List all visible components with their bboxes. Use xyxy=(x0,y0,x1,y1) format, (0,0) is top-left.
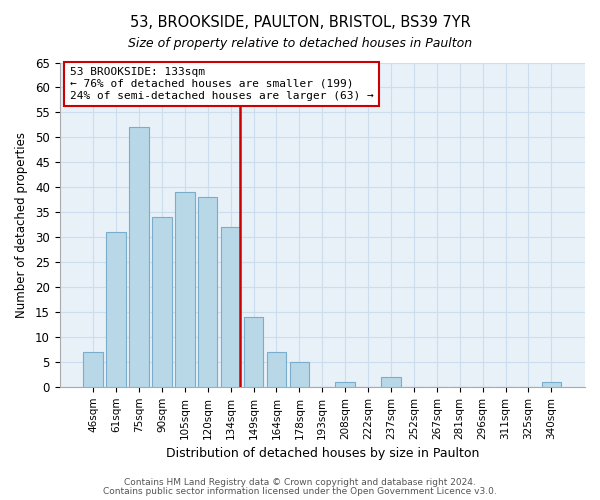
Text: 53, BROOKSIDE, PAULTON, BRISTOL, BS39 7YR: 53, BROOKSIDE, PAULTON, BRISTOL, BS39 7Y… xyxy=(130,15,470,30)
Text: Size of property relative to detached houses in Paulton: Size of property relative to detached ho… xyxy=(128,38,472,51)
Text: Contains public sector information licensed under the Open Government Licence v3: Contains public sector information licen… xyxy=(103,487,497,496)
Bar xyxy=(267,352,286,387)
Bar xyxy=(152,217,172,387)
Bar xyxy=(335,382,355,387)
Bar xyxy=(290,362,309,387)
Bar xyxy=(244,317,263,387)
Bar xyxy=(129,128,149,387)
Bar xyxy=(175,192,194,387)
Bar xyxy=(221,227,241,387)
Text: 53 BROOKSIDE: 133sqm
← 76% of detached houses are smaller (199)
24% of semi-deta: 53 BROOKSIDE: 133sqm ← 76% of detached h… xyxy=(70,68,374,100)
Bar xyxy=(83,352,103,387)
X-axis label: Distribution of detached houses by size in Paulton: Distribution of detached houses by size … xyxy=(166,447,479,460)
Bar xyxy=(106,232,126,387)
Bar xyxy=(542,382,561,387)
Bar xyxy=(198,197,217,387)
Text: Contains HM Land Registry data © Crown copyright and database right 2024.: Contains HM Land Registry data © Crown c… xyxy=(124,478,476,487)
Y-axis label: Number of detached properties: Number of detached properties xyxy=(15,132,28,318)
Bar xyxy=(381,377,401,387)
